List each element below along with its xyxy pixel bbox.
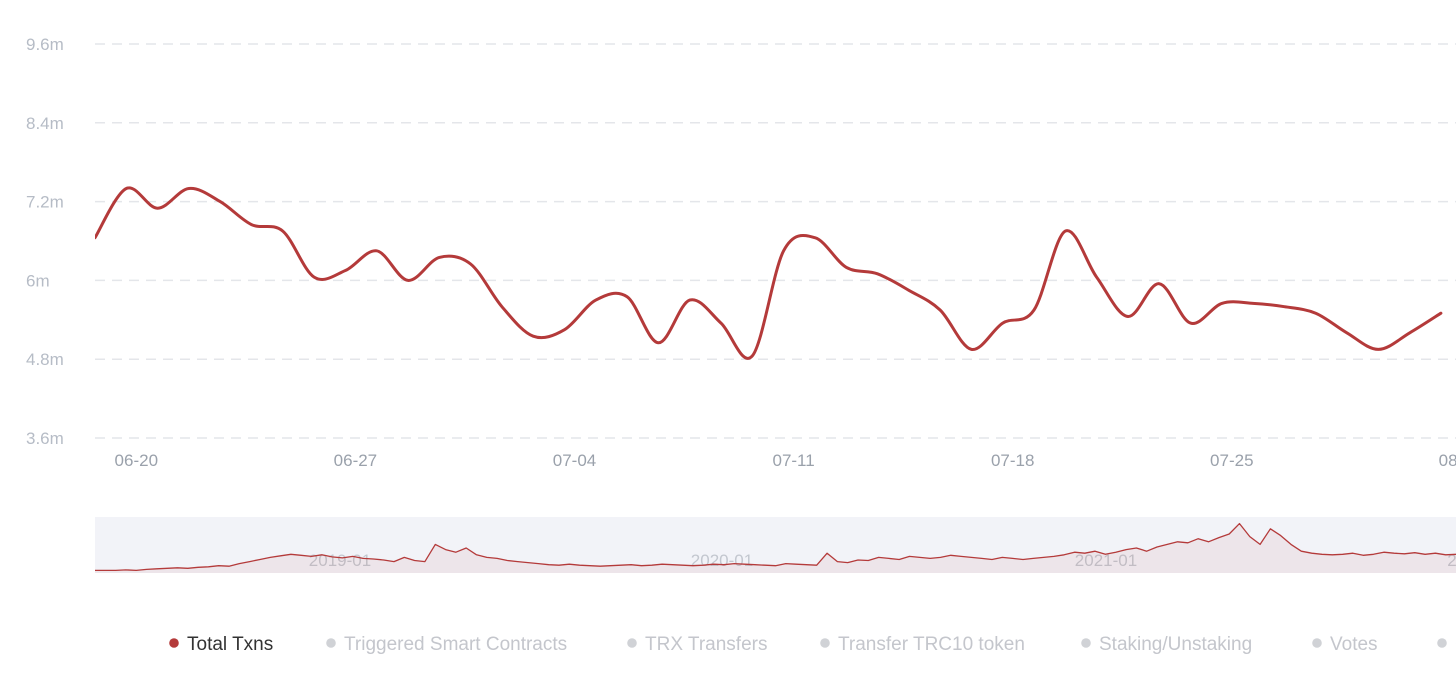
navigator-background[interactable]: [95, 517, 1456, 573]
y-tick-label: 7.2m: [26, 193, 64, 212]
legend-marker: [169, 638, 179, 648]
grid-lines: [95, 43, 1456, 439]
legend-marker: [1081, 638, 1091, 648]
y-tick-label: 8.4m: [26, 114, 64, 133]
legend-item-c[interactable]: C: [1437, 634, 1456, 655]
y-tick-label: 3.6m: [26, 429, 64, 448]
navigator-year-label: 2021-01: [1075, 551, 1137, 570]
x-tick-label: 06-27: [334, 451, 377, 470]
legend-item-trx-transfers[interactable]: TRX Transfers: [627, 634, 767, 655]
x-tick-label: 08-: [1439, 451, 1456, 470]
y-tick-label: 4.8m: [26, 350, 64, 369]
legend-marker: [820, 638, 830, 648]
legend-marker: [627, 638, 637, 648]
legend-label: Transfer TRC10 token: [838, 634, 1025, 655]
legend-label: Triggered Smart Contracts: [344, 634, 567, 655]
y-tick-label: 9.6m: [26, 35, 64, 54]
legend-marker: [1437, 638, 1447, 648]
navigator-line: [95, 522, 1456, 572]
legend-item-triggered-smart-contracts[interactable]: Triggered Smart Contracts: [326, 634, 567, 655]
navigator-area: [95, 523, 1456, 573]
legend-item-total-txns[interactable]: Total Txns: [169, 634, 273, 655]
series-line-total-txns: [95, 186, 1443, 360]
legend-label: Total Txns: [187, 634, 273, 655]
legend: Total Txns Triggered Smart Contracts TRX T…: [169, 634, 1456, 655]
navigator-year-label: 2: [1447, 551, 1456, 570]
x-tick-label: 07-18: [991, 451, 1034, 470]
x-axis: 06-20 06-27 07-04 07-11 07-18 07-25 08-: [115, 451, 1456, 470]
legend-label: Votes: [1330, 634, 1378, 655]
legend-label: TRX Transfers: [645, 634, 767, 655]
legend-item-transfer-trc10-token[interactable]: Transfer TRC10 token: [820, 634, 1025, 655]
legend-marker: [326, 638, 336, 648]
x-tick-label: 07-25: [1210, 451, 1253, 470]
legend-item-votes[interactable]: Votes: [1312, 634, 1378, 655]
legend-item-staking-unstaking[interactable]: Staking/Unstaking: [1081, 634, 1252, 655]
x-tick-label: 07-11: [772, 451, 814, 470]
legend-label: Staking/Unstaking: [1099, 634, 1252, 655]
x-tick-label: 07-04: [553, 451, 596, 470]
y-tick-label: 6m: [26, 271, 50, 290]
legend-marker: [1312, 638, 1322, 648]
x-tick-label: 06-20: [115, 451, 158, 470]
y-axis: 3.6m 4.8m 6m 7.2m 8.4m 9.6m: [26, 35, 64, 448]
